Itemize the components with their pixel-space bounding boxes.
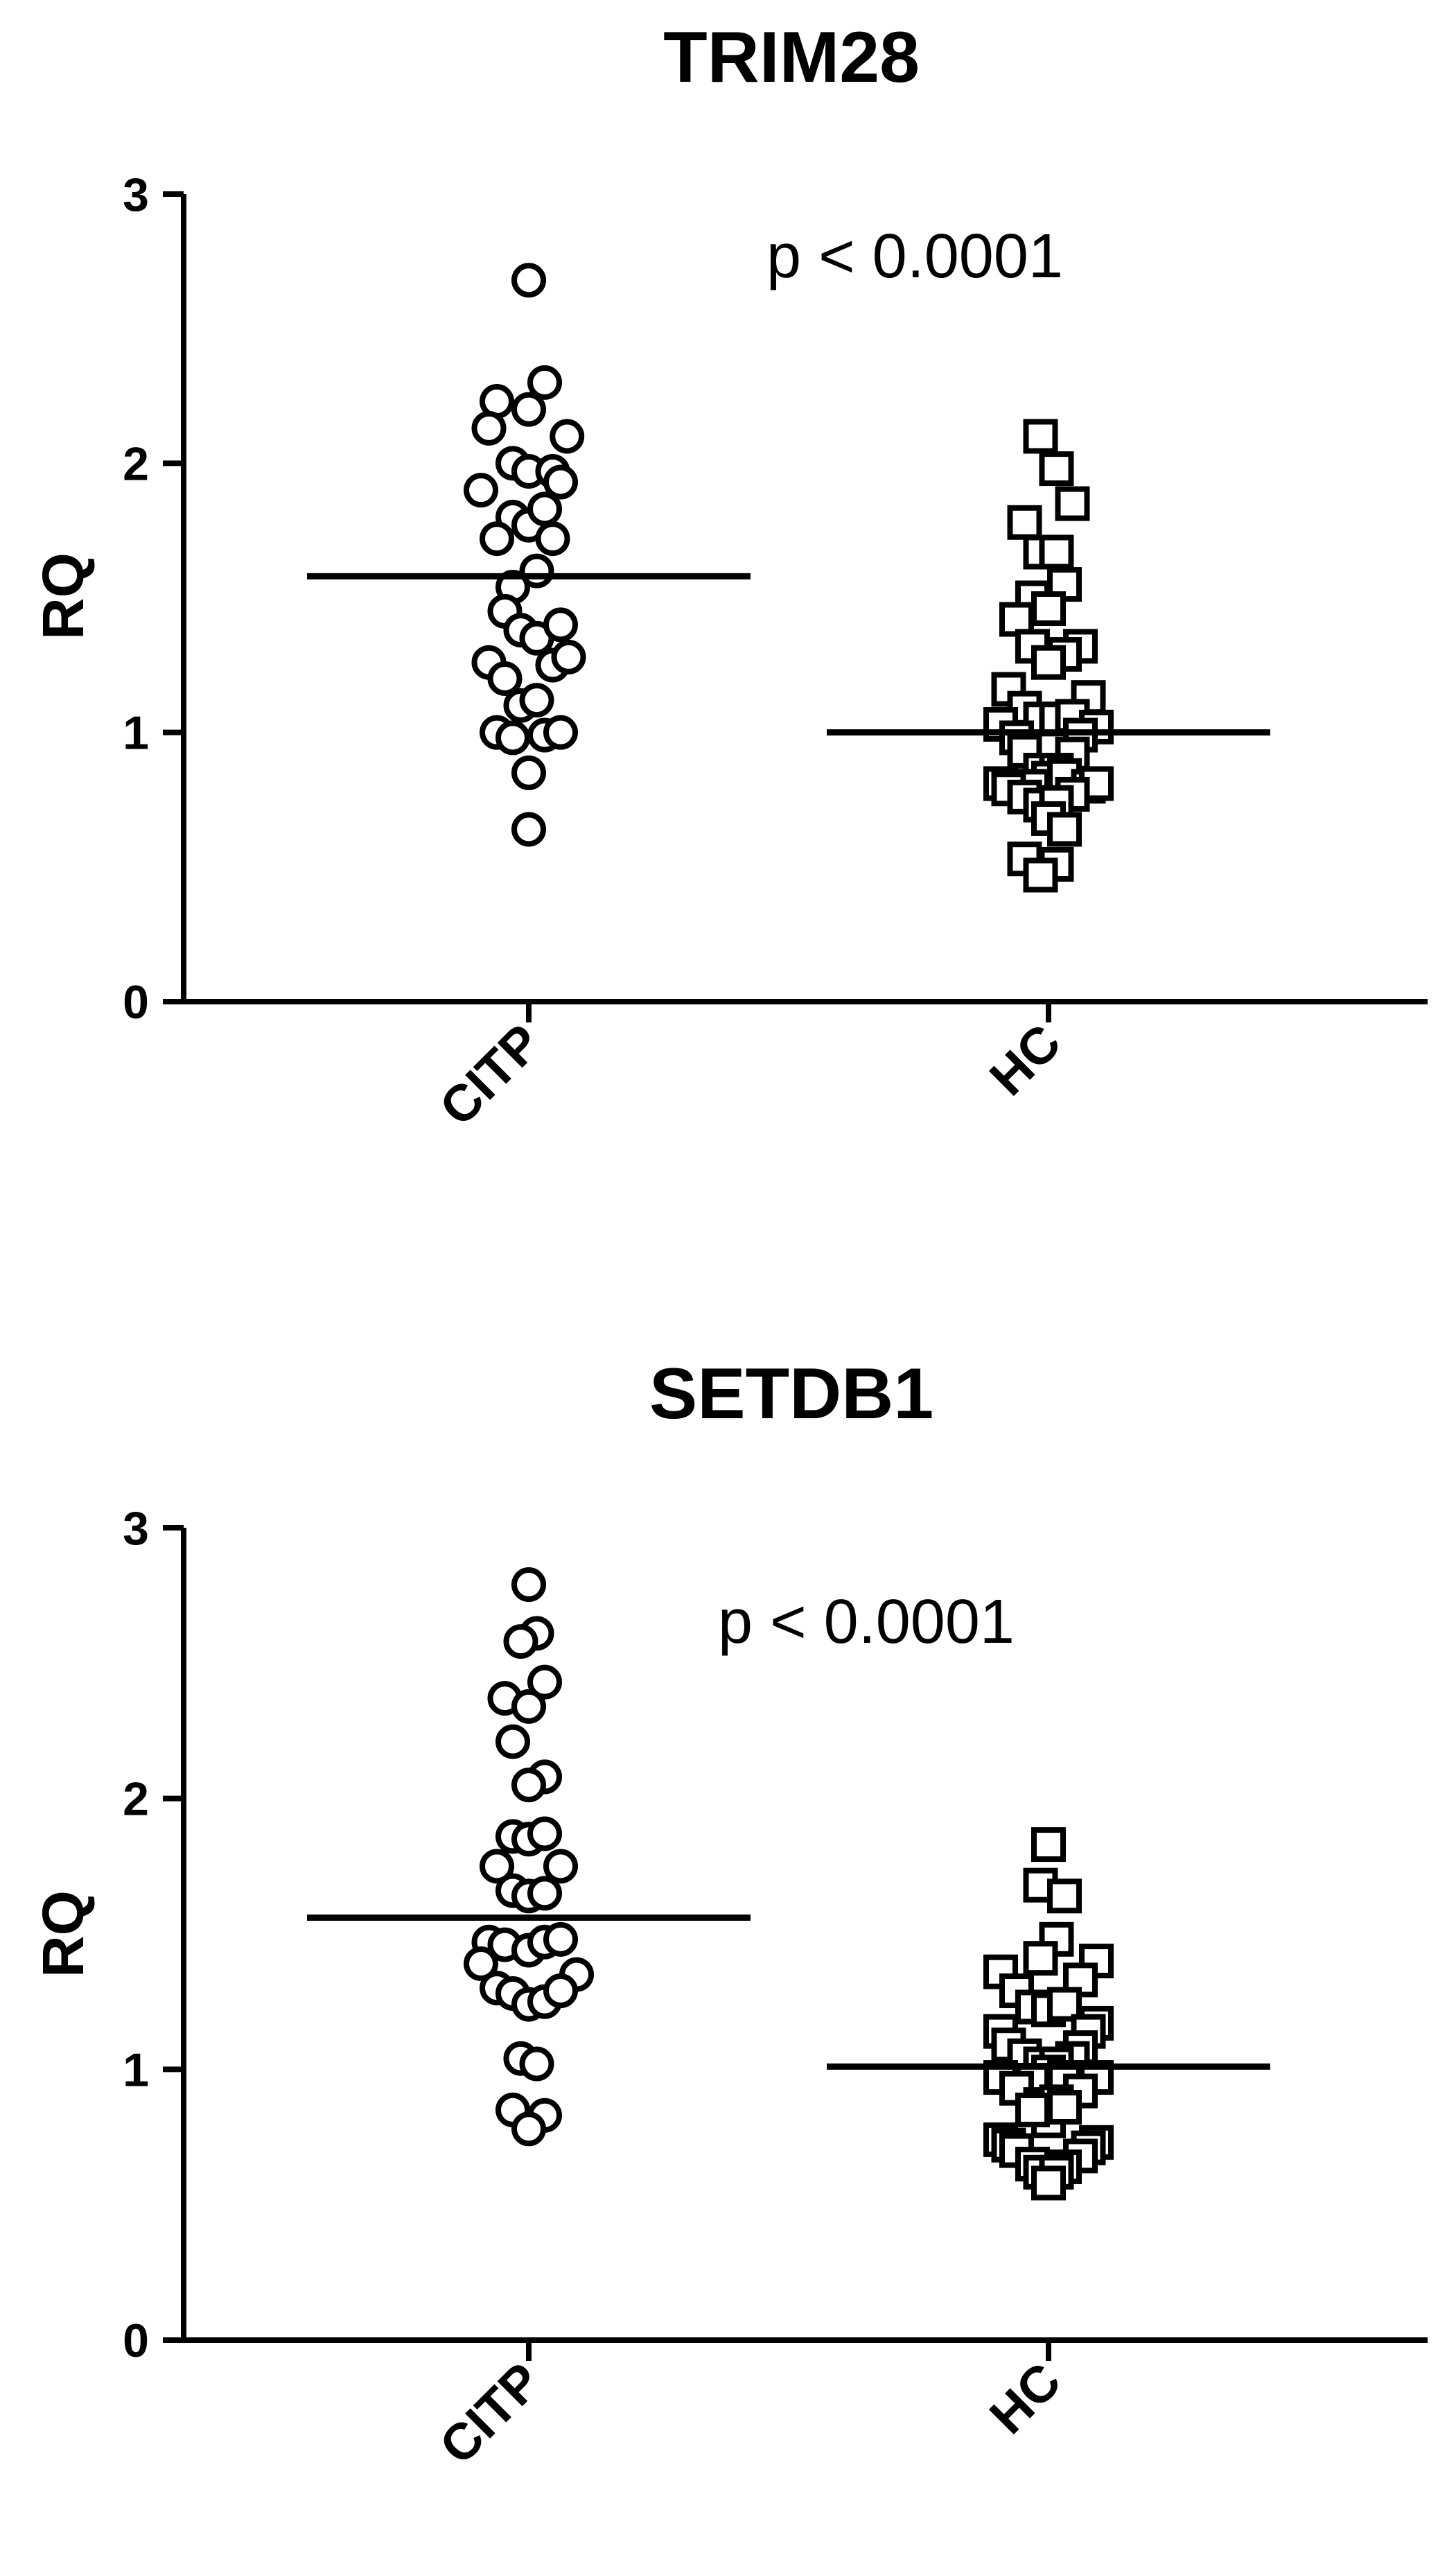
y-tick-label: 3 xyxy=(123,1502,149,1555)
data-point-circle xyxy=(471,410,507,446)
data-point-square xyxy=(1031,1827,1066,1863)
data-point-square xyxy=(1007,505,1042,540)
data-point-circle xyxy=(527,1664,562,1700)
data-point-circle xyxy=(543,464,578,500)
data-point-square xyxy=(1047,812,1082,847)
data-point-square xyxy=(1039,451,1074,487)
data-point-circle xyxy=(511,755,546,790)
data-point-circle xyxy=(511,1567,546,1603)
x-category-label: HC xyxy=(979,2352,1071,2445)
data-point-circle xyxy=(495,1724,530,1759)
data-point-circle xyxy=(464,473,498,508)
data-point-square xyxy=(1023,419,1058,454)
data-point-circle xyxy=(480,521,514,557)
data-point-square xyxy=(1031,2165,1066,2201)
x-category-label: CITP xyxy=(428,1013,552,1137)
chart-title: SETDB1 xyxy=(649,1354,933,1434)
data-point-square xyxy=(1031,591,1066,627)
p-value-annotation: p < 0.0001 xyxy=(718,1587,1015,1657)
data-point-circle xyxy=(511,812,546,847)
series-hc xyxy=(827,419,1270,893)
data-point-circle xyxy=(511,392,546,427)
series-hc xyxy=(827,1827,1270,2201)
y-tick-label: 2 xyxy=(123,1773,149,1826)
data-point-circle xyxy=(511,2111,546,2147)
data-point-square xyxy=(1023,857,1058,893)
chart-title: TRIM28 xyxy=(663,17,920,98)
p-value-annotation: p < 0.0001 xyxy=(766,222,1063,291)
panel-trim28: TRIM28 0 1 2 3 RQ CITP HC p < 0.0001 xyxy=(30,17,1428,1137)
y-axis-label: RQ xyxy=(30,1890,96,1978)
x-category-label: CITP xyxy=(428,2352,552,2475)
data-point-circle xyxy=(487,661,523,696)
data-point-circle xyxy=(511,1689,546,1724)
data-point-circle xyxy=(527,1816,562,1851)
y-tick-label: 1 xyxy=(123,2043,149,2096)
data-point-circle xyxy=(464,1946,498,1981)
series-citp xyxy=(307,1567,751,2147)
data-point-square xyxy=(1015,2092,1050,2127)
data-point-circle xyxy=(535,521,570,557)
data-point-square xyxy=(1047,1878,1082,1914)
data-point-square xyxy=(1039,534,1074,570)
data-point-circle xyxy=(480,1849,514,1884)
data-point-square xyxy=(1031,645,1066,680)
data-point-circle xyxy=(527,1876,562,1911)
x-category-label: HC xyxy=(979,1013,1071,1106)
data-point-circle xyxy=(550,419,585,454)
data-point-circle xyxy=(511,1768,546,1803)
data-point-circle xyxy=(519,2046,554,2082)
data-point-circle xyxy=(519,683,554,718)
data-point-square xyxy=(1047,1987,1082,2022)
y-tick-label: 3 xyxy=(123,168,149,221)
data-point-circle xyxy=(551,639,586,674)
data-point-circle xyxy=(527,491,562,527)
panel-setdb1: SETDB1 0 1 2 3 RQ CITP HC p < 0.0001 xyxy=(30,1354,1428,2475)
data-point-square xyxy=(1023,1941,1058,1976)
y-axis-label: RQ xyxy=(30,552,96,640)
data-point-circle xyxy=(543,607,578,643)
data-point-circle xyxy=(543,1921,578,1957)
y-tick-label: 2 xyxy=(123,437,149,490)
data-point-circle xyxy=(543,715,578,750)
data-point-circle xyxy=(511,263,546,298)
data-point-circle xyxy=(495,720,530,756)
y-tick-label: 1 xyxy=(123,707,149,760)
data-point-square xyxy=(1055,486,1090,521)
series-citp xyxy=(307,263,751,847)
y-tick-label: 0 xyxy=(123,2314,149,2367)
data-point-circle xyxy=(503,1624,538,1659)
data-point-circle xyxy=(527,365,562,400)
data-point-circle xyxy=(543,1849,578,1884)
y-tick-label: 0 xyxy=(123,976,149,1029)
data-point-circle xyxy=(543,1973,578,2009)
data-point-square xyxy=(1047,2090,1082,2125)
